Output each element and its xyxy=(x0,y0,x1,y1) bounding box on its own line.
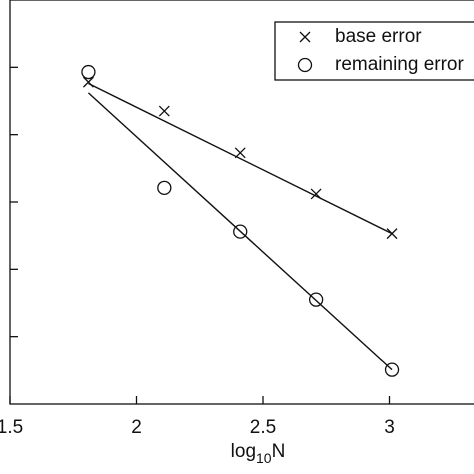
x-tick-label: 2.5 xyxy=(250,417,276,438)
marker-circle xyxy=(233,224,248,239)
marker-x xyxy=(158,105,170,117)
x-tick-label: 1.5 xyxy=(0,417,23,438)
marker-circle xyxy=(81,64,96,80)
x-axis-label: log10N xyxy=(231,441,286,466)
x-label-base: log xyxy=(231,441,256,462)
marker-circle xyxy=(308,292,324,307)
marker-x xyxy=(234,147,246,159)
fit-line xyxy=(87,92,393,371)
marker-x xyxy=(82,76,94,88)
x-tick-label: 3 xyxy=(384,417,395,438)
marker-circle xyxy=(157,180,172,196)
marker-circle xyxy=(297,57,313,73)
fit-line xyxy=(88,82,393,235)
marker-circle xyxy=(384,362,400,377)
legend-box xyxy=(274,21,474,81)
x-label-subscript: 10 xyxy=(256,450,272,466)
legend-label: remaining error xyxy=(335,54,464,75)
marker-x xyxy=(299,31,311,43)
x-label-variable: N xyxy=(272,441,286,462)
x-tick-label: 2 xyxy=(131,417,142,438)
legend-label: base error xyxy=(335,26,422,47)
marker-x xyxy=(310,188,322,200)
marker-x xyxy=(386,228,398,240)
